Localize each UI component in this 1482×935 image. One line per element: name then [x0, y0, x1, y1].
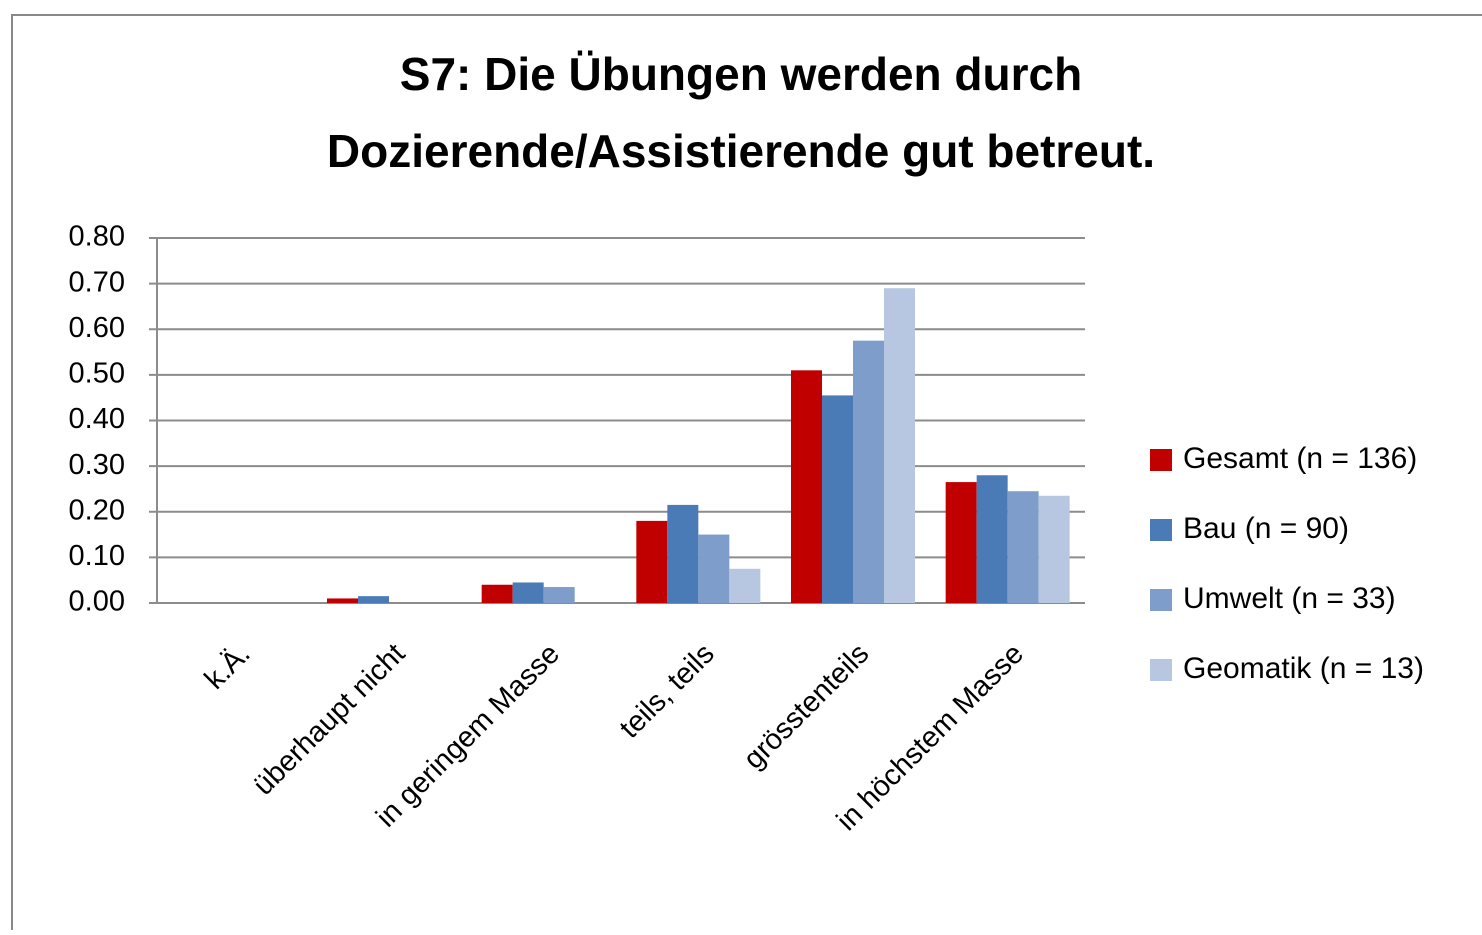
legend-swatch — [1150, 519, 1172, 541]
bar — [853, 340, 884, 603]
bar — [636, 520, 668, 603]
bar — [512, 582, 544, 603]
bar — [1038, 495, 1070, 603]
bar — [822, 395, 853, 603]
chart-title: S7: Die Übungen werden durch — [400, 48, 1082, 100]
bar — [729, 568, 761, 603]
legend-label: Bau (n = 90) — [1183, 512, 1349, 545]
chart-border — [11, 14, 1482, 935]
legend-label: Geomatik (n = 13) — [1183, 652, 1424, 685]
bar — [1007, 491, 1039, 603]
legend-swatch — [1150, 589, 1172, 611]
bar — [543, 587, 575, 603]
bar — [358, 596, 389, 603]
bar — [698, 534, 730, 603]
y-tick-label: 0.60 — [69, 312, 125, 344]
y-tick-label: 0.00 — [69, 586, 125, 618]
y-tick-label: 0.80 — [69, 221, 125, 253]
bar — [976, 475, 1008, 603]
y-tick-label: 0.20 — [69, 494, 125, 526]
legend-label: Umwelt (n = 33) — [1183, 582, 1396, 615]
bar — [481, 584, 513, 603]
y-tick-label: 0.50 — [69, 358, 125, 390]
bar — [667, 504, 699, 603]
legend-swatch — [1150, 449, 1172, 471]
bar — [327, 598, 358, 603]
legend-label: Gesamt (n = 136) — [1183, 442, 1417, 475]
legend-swatch — [1150, 659, 1172, 681]
y-tick-label: 0.70 — [69, 266, 125, 298]
bar — [791, 370, 822, 603]
bar — [945, 482, 977, 603]
y-tick-label: 0.30 — [69, 449, 125, 481]
chart-title: Dozierende/Assistierende gut betreut. — [327, 125, 1155, 177]
bar — [884, 288, 915, 603]
y-tick-label: 0.40 — [69, 403, 125, 435]
y-tick-label: 0.10 — [69, 540, 125, 572]
